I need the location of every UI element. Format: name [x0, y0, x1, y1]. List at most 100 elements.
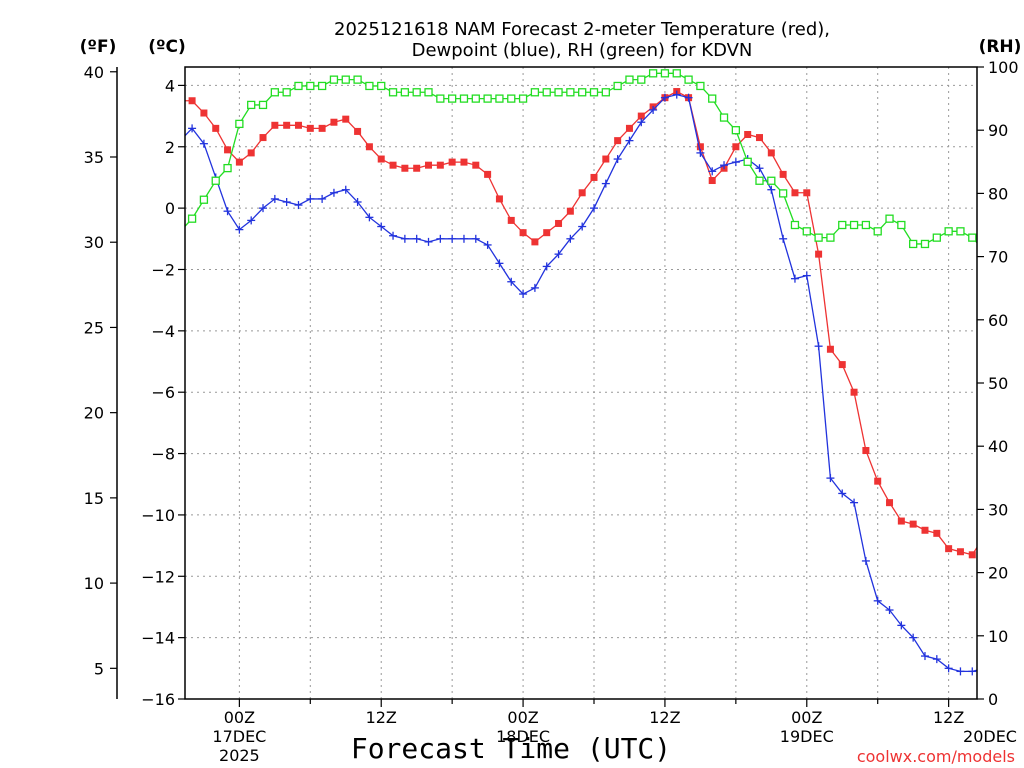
temperature-point: [602, 155, 610, 163]
watermark-text: coolwx.com/models: [857, 747, 1015, 766]
rh-point: [294, 81, 303, 91]
dewpoint-point: [282, 197, 291, 206]
rh-line: [185, 72, 977, 245]
rh-point: [341, 75, 350, 84]
temperature-point: [389, 161, 397, 169]
dewpoint-point: [649, 105, 658, 114]
temperature-point: [874, 477, 882, 485]
rh-point: [625, 75, 634, 84]
dewpoint-point: [199, 139, 208, 148]
rh-point: [448, 94, 457, 103]
rh-point: [731, 126, 741, 135]
rh-point: [388, 88, 398, 97]
rh-tick-label: 20: [988, 564, 1008, 583]
rh-point: [507, 94, 516, 103]
temperature-point: [342, 115, 350, 123]
temperature-point: [555, 219, 563, 227]
rh-point: [944, 227, 953, 236]
dewpoint-point: [329, 188, 338, 197]
rh-point: [790, 220, 800, 230]
dewpoint-point: [660, 93, 669, 102]
temperature-point: [625, 124, 633, 132]
temperature-point: [247, 149, 255, 157]
rh-point: [554, 88, 563, 97]
rh-point: [909, 239, 918, 249]
dewpoint-point: [448, 234, 457, 243]
dewpoint-point: [897, 621, 906, 630]
dewpoint-point: [790, 274, 799, 283]
rh-point: [637, 75, 646, 84]
rh-point: [211, 176, 220, 185]
dewpoint-point: [873, 596, 882, 605]
dewpoint-point: [601, 179, 610, 188]
rh-point: [826, 233, 835, 242]
temperature-point: [235, 158, 243, 166]
date-label: 20DEC: [963, 727, 1017, 746]
temperature-point: [543, 229, 551, 237]
fahrenheit-tick-label: 35: [84, 148, 104, 167]
temperature-point: [968, 551, 976, 559]
fahrenheit-tick-label: 30: [84, 233, 104, 252]
fahrenheit-tick-label: 5: [94, 659, 104, 678]
rh-point: [684, 75, 693, 84]
rh-point: [743, 157, 752, 166]
grid-lines: [185, 67, 977, 699]
temperature-point: [306, 124, 314, 132]
dewpoint-point: [424, 237, 433, 246]
dewpoint-point: [980, 664, 988, 672]
dewpoint-point: [814, 342, 823, 351]
temperature-point: [590, 173, 598, 181]
temperature-point: [283, 121, 291, 129]
temperature-point: [318, 124, 326, 132]
temperature-point: [981, 533, 988, 540]
temperature-point: [425, 161, 433, 169]
rh-point: [660, 69, 670, 78]
dewpoint-point: [613, 155, 622, 164]
dewpoint-point: [708, 167, 717, 176]
temperature-point: [779, 170, 787, 178]
rh-point: [648, 69, 658, 78]
temperature-point: [566, 207, 574, 215]
temperature-point: [708, 177, 716, 185]
dewpoint-point: [779, 234, 788, 243]
temperature-point: [519, 229, 527, 237]
dewpoint-series: [185, 90, 1000, 676]
rh-point: [235, 119, 244, 129]
dewpoint-point: [885, 606, 894, 615]
series-layer: [185, 69, 1011, 676]
dewpoint-point: [389, 231, 398, 240]
rh-point: [672, 69, 681, 78]
celsius-tick-label: −14: [141, 629, 175, 648]
dewpoint-point: [956, 667, 965, 676]
dewpoint-point: [306, 194, 315, 203]
temperature-point: [696, 143, 704, 151]
dewpoint-point: [318, 194, 327, 203]
dewpoint-point: [625, 136, 634, 145]
dewpoint-point: [353, 197, 362, 206]
dewpoint-point: [578, 222, 587, 231]
rh-tick-label: 80: [988, 184, 1008, 203]
temperature-point: [637, 112, 645, 120]
celsius-unit-label: (ºC): [148, 37, 186, 57]
rh-point: [696, 81, 705, 91]
dewpoint-point: [992, 646, 1000, 654]
rh-point: [802, 227, 811, 236]
rh-tick-label: 50: [988, 374, 1008, 393]
temperature-point: [921, 526, 929, 534]
dewpoint-point: [188, 124, 197, 133]
temperature-point: [495, 195, 503, 203]
rh-point: [199, 195, 209, 204]
temperature-point: [224, 146, 232, 154]
temperature-point: [1004, 484, 1011, 491]
temperature-point: [472, 161, 480, 169]
axes: 420−2−4−6−8−10−12−14−1640353025201510510…: [84, 58, 1019, 765]
dewpoint-point: [542, 262, 551, 271]
rh-point: [719, 113, 729, 122]
temperature-point: [897, 517, 905, 525]
rh-tick-label: 40: [988, 437, 1008, 456]
series-clip-group: [185, 69, 1011, 676]
date-label: 18DEC: [496, 727, 550, 746]
rh-unit-label: (RH): [979, 37, 1022, 57]
x-tick-label: 12Z: [933, 708, 964, 727]
temperature-point: [200, 109, 208, 117]
